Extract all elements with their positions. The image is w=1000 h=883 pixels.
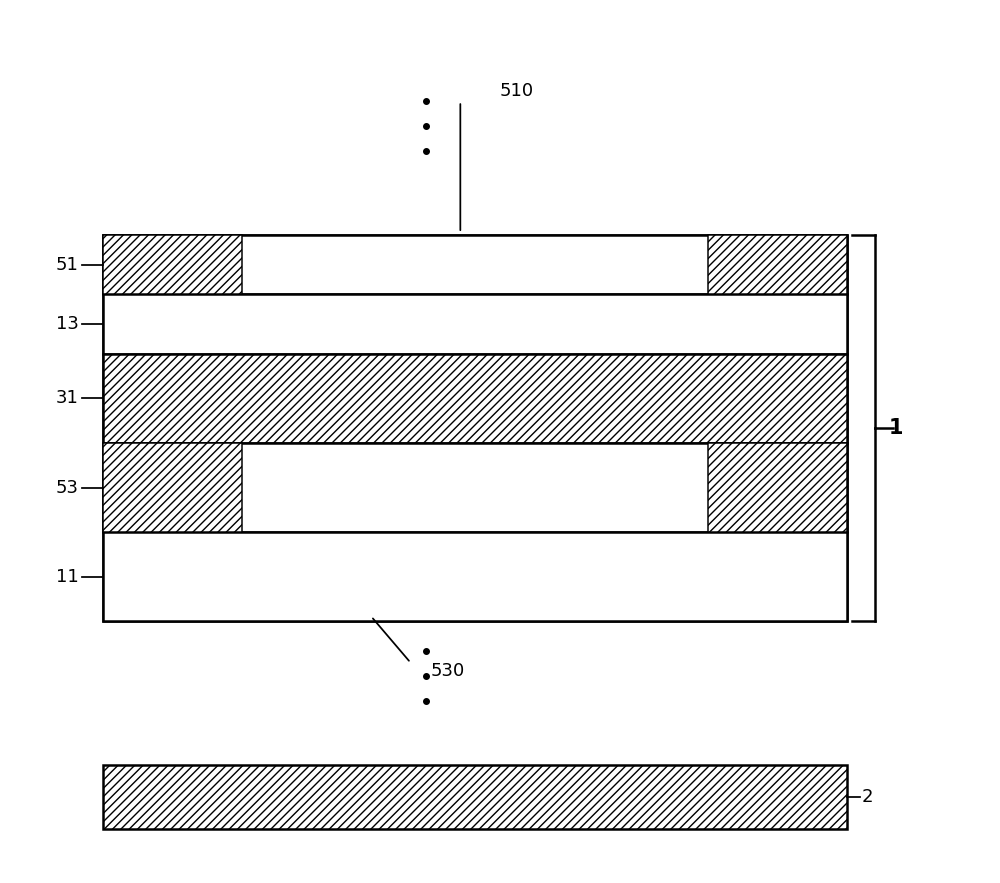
Text: 530: 530 — [431, 662, 465, 680]
Text: 1: 1 — [889, 419, 903, 438]
Bar — [103, 443, 847, 532]
Bar — [103, 765, 847, 829]
Bar — [103, 235, 847, 622]
Bar — [103, 235, 242, 294]
Text: 11: 11 — [56, 568, 79, 585]
Text: 510: 510 — [500, 82, 534, 101]
Text: 2: 2 — [862, 789, 873, 806]
Bar — [103, 354, 847, 443]
Text: 31: 31 — [56, 389, 79, 407]
Bar — [103, 443, 242, 532]
Text: 51: 51 — [56, 256, 79, 274]
Bar — [708, 443, 847, 532]
Text: 13: 13 — [56, 315, 79, 333]
Bar — [103, 235, 847, 294]
Bar — [103, 294, 847, 354]
Bar — [103, 532, 847, 622]
Text: 53: 53 — [56, 479, 79, 496]
Bar — [708, 235, 847, 294]
